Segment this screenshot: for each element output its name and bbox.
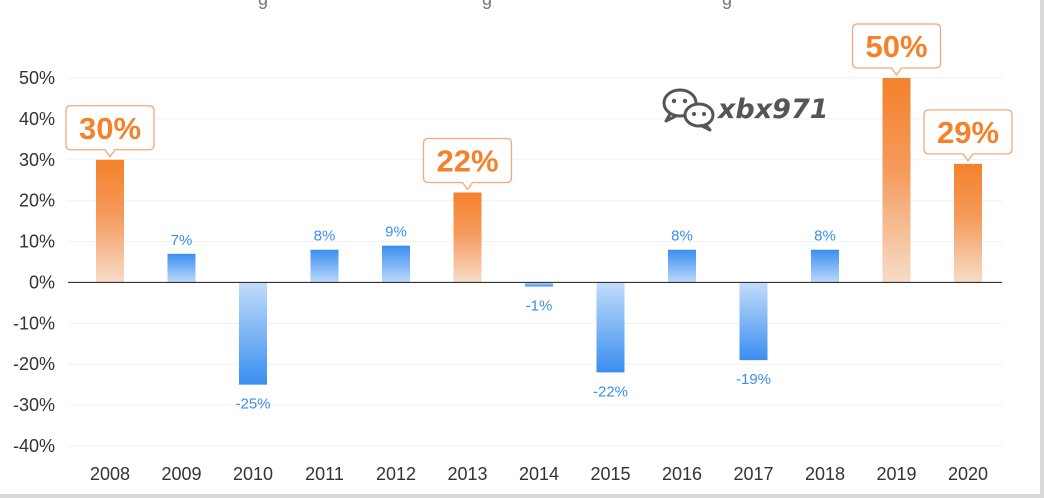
bar-2010 <box>239 282 267 385</box>
wechat-icon <box>662 88 715 132</box>
x-tick-label: 2015 <box>590 464 630 484</box>
y-tick-label: -40% <box>13 436 55 456</box>
data-label: 29% <box>937 115 999 150</box>
x-tick-label: 2008 <box>90 464 130 484</box>
data-label: 50% <box>865 29 927 64</box>
x-axis-ticks: 2008 2009 2010 2011 2012 2013 2014 2015 2016 2017… <box>90 464 988 484</box>
bar-2009 <box>167 253 196 283</box>
data-label: -25% <box>235 396 270 413</box>
callout-box <box>851 23 942 77</box>
data-label: 22% <box>436 143 498 178</box>
bar-2013 <box>453 192 482 283</box>
y-tick-label: 50% <box>19 68 55 88</box>
x-tick-label: 2016 <box>662 464 702 484</box>
bar-2011 <box>310 249 339 283</box>
data-label: 9% <box>385 224 407 241</box>
data-label: 7% <box>171 232 193 249</box>
data-label: -19% <box>736 371 771 388</box>
x-tick-label: 2009 <box>161 464 201 484</box>
data-label: 8% <box>314 228 336 245</box>
x-tick-label: 2018 <box>805 464 845 484</box>
x-tick-label: 2014 <box>519 464 559 484</box>
x-tick-label: 2010 <box>233 464 273 484</box>
bar-2017 <box>739 282 768 361</box>
y-tick-label: 0% <box>29 272 55 292</box>
y-tick-label: -30% <box>13 395 55 415</box>
y-tick-label: -10% <box>13 313 55 333</box>
callout-box <box>422 137 513 191</box>
y-tick-label: 40% <box>19 109 55 129</box>
title-fragment: g <box>482 0 492 9</box>
data-label: 30% <box>79 111 141 146</box>
bar-2014 <box>525 282 553 287</box>
y-tick-label: -20% <box>13 354 55 374</box>
bar-2018 <box>811 249 839 283</box>
callout-box <box>923 109 1013 162</box>
watermark: xbx971 <box>662 88 829 132</box>
clipped-title-fragments: g g g <box>258 0 732 9</box>
x-tick-label: 2019 <box>876 464 916 484</box>
bars <box>96 78 982 385</box>
x-tick-label: 2013 <box>447 464 487 484</box>
x-tick-label: 2017 <box>733 464 773 484</box>
gridlines <box>68 77 1002 447</box>
data-labels: 30% 7% -25% 8% 9% 22% -1% -22% 8% -19% 8% 50% 29% <box>65 23 1013 413</box>
title-fragment: g <box>258 0 268 9</box>
y-tick-label: 10% <box>19 232 55 252</box>
watermark-text: xbx971 <box>716 94 829 125</box>
x-tick-label: 2020 <box>948 464 988 484</box>
bar-2012 <box>382 245 410 283</box>
y-tick-label: 20% <box>19 191 55 211</box>
y-axis-ticks: 50% 40% 30% 20% 10% 0% -10% -20% -30% -40% <box>13 68 55 456</box>
y-tick-label: 30% <box>19 150 55 170</box>
bar-2020 <box>954 163 982 283</box>
bar-2008 <box>96 159 124 283</box>
bar-2019 <box>882 78 911 283</box>
x-tick-label: 2011 <box>305 464 344 484</box>
callout-box <box>65 105 155 158</box>
data-label: -22% <box>593 383 628 400</box>
bar-2016 <box>668 249 696 283</box>
data-label: 8% <box>671 228 693 245</box>
bar-2015 <box>596 282 625 373</box>
data-label: 8% <box>814 228 836 245</box>
x-tick-label: 2012 <box>376 464 416 484</box>
data-label: -1% <box>526 298 553 315</box>
title-fragment: g <box>722 0 732 9</box>
